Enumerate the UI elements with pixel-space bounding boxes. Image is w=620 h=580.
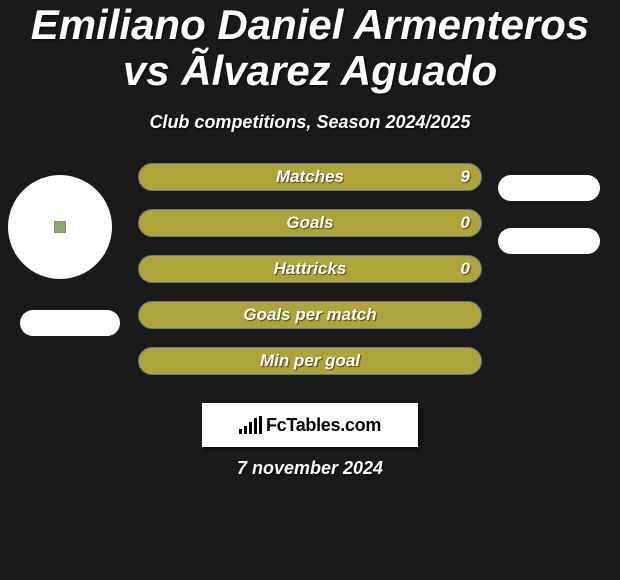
- subtitle: Club competitions, Season 2024/2025: [0, 94, 620, 133]
- bar-right: [138, 255, 482, 283]
- date-text: 7 november 2024: [0, 458, 620, 479]
- footer-brand-text: FcTables.com: [266, 415, 381, 436]
- stat-row: Min per goal: [0, 344, 620, 390]
- bar-right: [138, 209, 482, 237]
- bar-right: [138, 163, 482, 191]
- stat-row: Goals0: [0, 206, 620, 252]
- stat-row: Matches9: [0, 160, 620, 206]
- stat-row: Hattricks0: [0, 252, 620, 298]
- page-title: Emiliano Daniel Armenteros vs Ãlvarez Ag…: [0, 0, 620, 94]
- comparison-card: Emiliano Daniel Armenteros vs Ãlvarez Ag…: [0, 0, 620, 580]
- bar-right: [138, 301, 482, 329]
- bar-right: [138, 347, 482, 375]
- footer-logo: FcTables.com: [202, 403, 418, 447]
- bars-icon: [239, 416, 262, 434]
- stat-row: Goals per match: [0, 298, 620, 344]
- comparison-chart: Matches9Goals0Hattricks0Goals per matchM…: [0, 160, 620, 390]
